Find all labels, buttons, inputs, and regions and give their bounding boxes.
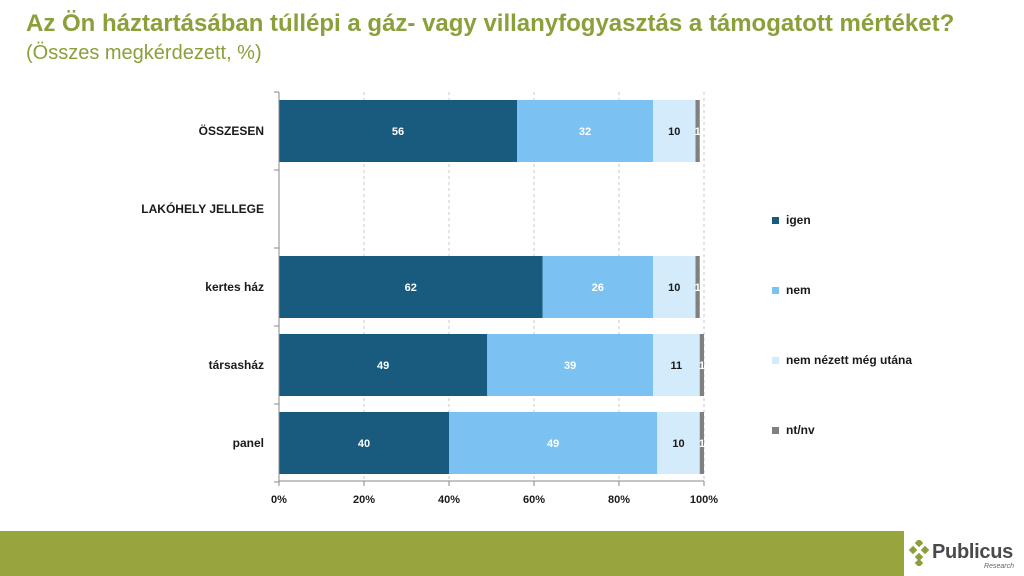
legend-label: igen (786, 213, 811, 227)
data-label: 1 (699, 360, 705, 372)
data-label: 62 (405, 282, 417, 294)
category-label: ÖSSZESEN (199, 123, 264, 138)
bar-segment (517, 100, 653, 162)
data-label: 32 (579, 126, 591, 138)
x-tick-label: 100% (690, 494, 718, 506)
publicus-logo-icon (908, 540, 930, 566)
data-label: 56 (392, 126, 404, 138)
data-label: 10 (672, 438, 684, 450)
data-label: 1 (695, 282, 701, 294)
bar-segment (657, 412, 700, 474)
data-label: 49 (547, 438, 559, 450)
brand-name: Publicus (932, 541, 1013, 563)
stacked-bar-chart: ÖSSZESEN 56 32 10 1 LAKÓHELY JELLEGE kertes há… (141, 91, 912, 506)
brand-tagline: Research (984, 563, 1014, 570)
bar-segment (487, 334, 653, 396)
x-tick-label: 60% (523, 494, 545, 506)
x-tick-label: 40% (438, 494, 460, 506)
category-label: panel (233, 436, 264, 450)
category-label: kertes ház (205, 280, 264, 294)
legend-label: nem (786, 283, 811, 297)
footer-bar (0, 531, 1024, 576)
data-label: 1 (695, 126, 701, 138)
brand-logo: Publicus Research (904, 531, 1024, 576)
bar-segment (695, 256, 700, 318)
bar-segment (279, 100, 517, 162)
x-tick-label: 80% (608, 494, 630, 506)
bar-segment (699, 412, 704, 474)
category-label: társasház (209, 358, 264, 372)
bar-segment (699, 334, 704, 396)
legend-swatch (772, 427, 779, 434)
category-label: LAKÓHELY JELLEGE (141, 201, 264, 216)
page-subtitle: (Összes megkérdezett, %) (26, 42, 262, 64)
data-label: 39 (564, 360, 576, 372)
legend-swatch (772, 357, 779, 364)
x-tick-label: 20% (353, 494, 375, 506)
legend-swatch (772, 287, 779, 294)
data-label: 49 (377, 360, 389, 372)
bar-segment (449, 412, 658, 474)
bar-segment (653, 334, 700, 396)
data-label: 10 (668, 282, 680, 294)
bar-segment (279, 412, 449, 474)
data-label: 26 (592, 282, 604, 294)
bar-segment (653, 100, 696, 162)
bar-segment (653, 256, 696, 318)
page-title: Az Ön háztartásában túllépi a gáz- vagy … (26, 10, 955, 37)
legend-label: nt/nv (786, 423, 815, 437)
data-label: 1 (699, 438, 705, 450)
data-label: 10 (668, 126, 680, 138)
bar-segment (279, 334, 488, 396)
data-label: 11 (671, 360, 683, 372)
bar-segment (279, 256, 543, 318)
legend-swatch (772, 217, 779, 224)
bar-segment (542, 256, 653, 318)
data-label: 40 (358, 438, 370, 450)
x-tick-label: 0% (271, 494, 287, 506)
legend-label: nem nézett még utána (786, 353, 912, 367)
bar-segment (695, 100, 700, 162)
